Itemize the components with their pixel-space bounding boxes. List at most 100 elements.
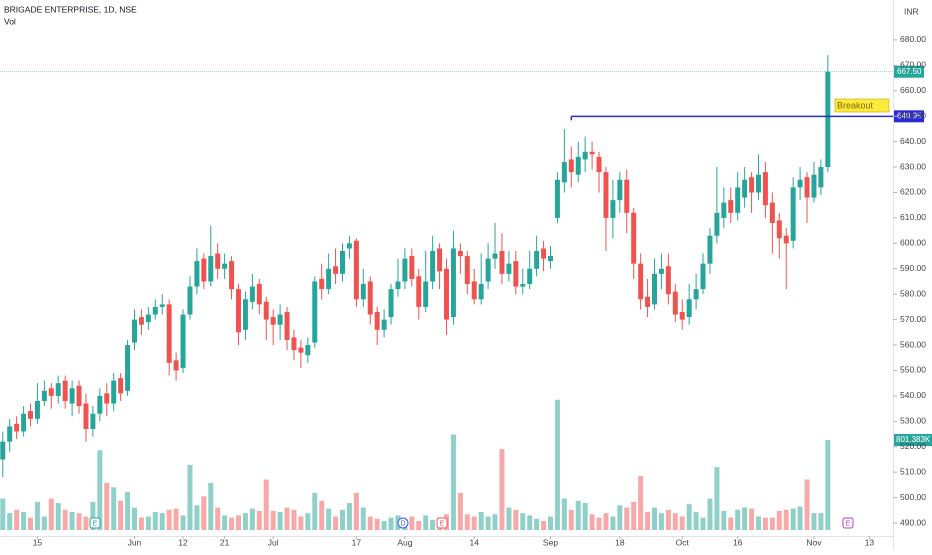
event-icon[interactable] (89, 517, 101, 529)
volume-bar (755, 516, 761, 530)
volume-badge (894, 433, 932, 446)
candle-body (305, 345, 311, 356)
y-tick-label: 670.00 (900, 60, 926, 70)
candle-body (478, 284, 484, 300)
volume-bar (589, 514, 595, 530)
breakout-badge (894, 110, 924, 123)
volume-bar (118, 500, 124, 530)
candle-body (714, 212, 720, 236)
volume-bar (28, 517, 34, 530)
candle-body (818, 167, 824, 188)
candle-body (41, 390, 47, 401)
volume-bar (568, 509, 574, 530)
volume-bar (180, 515, 186, 530)
candle-body (21, 413, 27, 432)
candle-body (423, 281, 429, 307)
y-tick-label: 560.00 (900, 339, 926, 349)
volume-bar (326, 508, 332, 530)
candle-body (762, 172, 768, 206)
volume-bar (263, 479, 269, 530)
candle-body (388, 289, 394, 318)
candle-body (457, 250, 463, 257)
candle-body (596, 156, 602, 173)
volume-bar (617, 505, 623, 530)
candle-body (450, 248, 456, 318)
candle-body (104, 393, 110, 404)
volume-bar (596, 517, 602, 530)
volume-bar (111, 487, 117, 530)
volume-bar (527, 515, 533, 530)
volume-bar (222, 515, 228, 530)
candle-body (166, 304, 172, 363)
candle-body (430, 250, 436, 282)
candle-body (444, 268, 449, 320)
volume-bar (34, 501, 40, 530)
x-tick-label: 16 (733, 537, 743, 547)
candle-body (118, 378, 124, 394)
volume-bar (825, 439, 831, 530)
x-tick-label: 13 (865, 537, 875, 547)
candle-body (582, 151, 588, 160)
candle-body (208, 256, 214, 282)
candle-body (797, 179, 803, 188)
candle-body (263, 301, 269, 320)
candle-body (381, 319, 387, 330)
candle-body (568, 159, 574, 173)
candle-body (69, 388, 75, 404)
volume-bar (125, 491, 131, 530)
event-label: E (93, 520, 98, 527)
volume-bar (749, 508, 755, 530)
candle-body (111, 380, 117, 404)
candle-body (541, 248, 547, 259)
y-tick-label: 550.00 (900, 365, 926, 375)
candle-body (769, 202, 775, 223)
y-tick-label: 640.00 (900, 136, 926, 146)
x-tick-label: Aug (397, 537, 412, 547)
candle-body (749, 177, 755, 193)
volume-bar (679, 516, 685, 530)
volume-bar (346, 503, 352, 530)
candle-body (194, 261, 200, 287)
x-tick-label: Sep (543, 537, 558, 547)
volume-title: Vol (4, 16, 16, 26)
volume-bar (319, 500, 325, 530)
volume-bar (256, 510, 262, 530)
y-tick-label: 620.00 (900, 187, 926, 197)
candle-body (132, 319, 138, 343)
x-tick-label: 18 (615, 537, 625, 547)
candle-body (222, 263, 228, 269)
candle-body (790, 187, 796, 241)
event-icon[interactable] (436, 517, 448, 529)
volume-bar (423, 515, 429, 530)
candle-body (506, 263, 512, 274)
volume-bar (769, 517, 775, 530)
volume-bar (367, 516, 373, 530)
volume-bar (229, 517, 235, 530)
volume-bar (575, 500, 581, 530)
volume-bar (208, 482, 214, 530)
event-icon[interactable] (397, 517, 409, 529)
candle-body (34, 400, 40, 419)
event-icon[interactable] (842, 517, 854, 529)
candle-body (624, 179, 630, 213)
candle-body (90, 413, 96, 429)
volume-bar (7, 513, 13, 530)
volume-bar (478, 512, 484, 530)
candle-body (173, 360, 179, 371)
volume-bar (201, 496, 207, 530)
volume-bar (652, 507, 657, 530)
candle-body (249, 286, 255, 302)
y-tick-label: 610.00 (900, 212, 926, 222)
candle-body (360, 284, 366, 300)
volume-bar (797, 506, 803, 530)
volume-value-label: 801.383K (896, 435, 931, 444)
candle-body (270, 317, 276, 325)
volume-bar (520, 513, 526, 530)
volume-bar (381, 521, 387, 530)
candle-body (825, 71, 831, 168)
volume-bar (270, 510, 276, 530)
candle-body (229, 261, 235, 290)
volume-bar (714, 467, 720, 530)
x-tick-label: Nov (806, 537, 822, 547)
volume-bar (298, 516, 304, 530)
